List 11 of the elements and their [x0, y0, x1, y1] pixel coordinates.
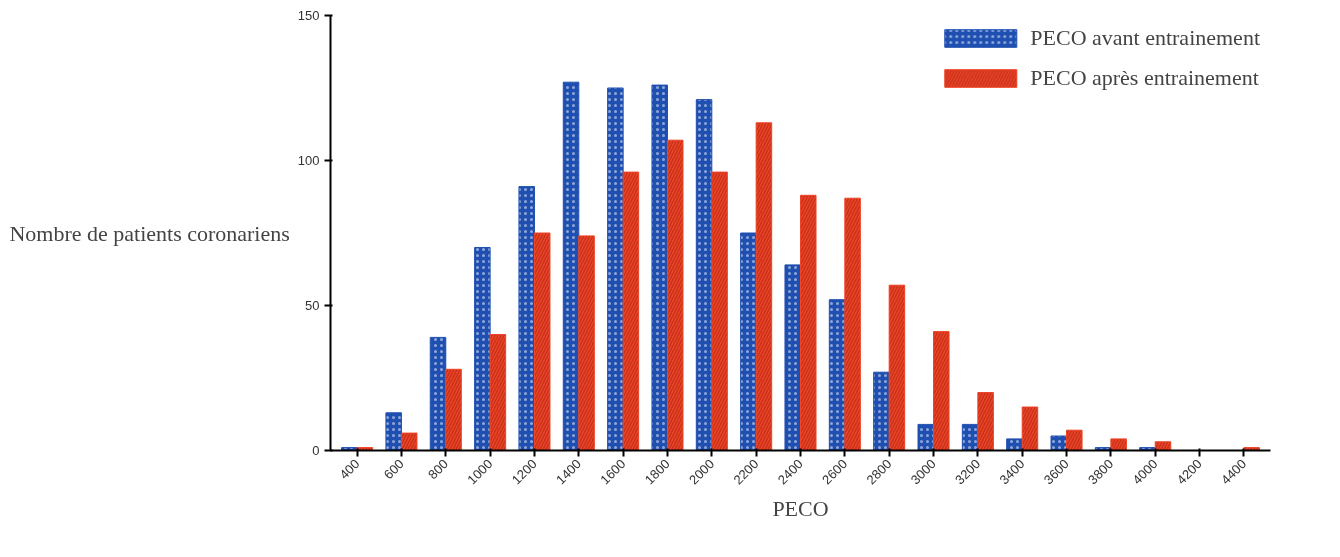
legend-label: PECO avant entrainement	[1030, 25, 1260, 51]
x-tick-label: 600	[380, 456, 407, 483]
y-tick-label: 100	[297, 153, 320, 168]
y-axis-title: Nombre de patients coronariens	[9, 220, 290, 246]
x-tick-label: 800	[425, 456, 452, 483]
legend-label: PECO après entrainement	[1030, 65, 1259, 91]
y-tick-label: 0	[312, 443, 320, 458]
y-tick-label: 150	[297, 8, 320, 23]
x-tick-label: 400	[336, 456, 363, 483]
x-axis-title: PECO	[772, 496, 829, 522]
y-tick-label: 50	[305, 298, 320, 313]
